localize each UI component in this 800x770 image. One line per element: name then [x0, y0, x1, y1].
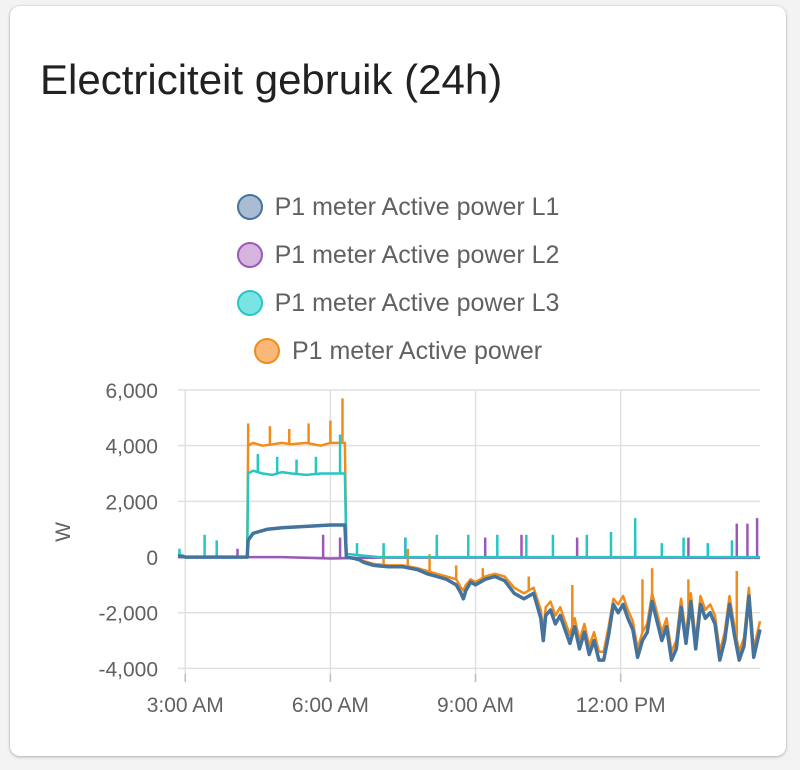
legend-item-l1[interactable]: P1 meter Active power L1 — [10, 183, 786, 231]
legend-label-l3: P1 meter Active power L3 — [274, 288, 560, 317]
x-tick-label: 9:00 AM — [437, 694, 514, 717]
legend-swatch-l1 — [236, 194, 263, 220]
y-axis-title: W — [52, 522, 75, 542]
power-chart: 6,000 4,000 2,000 0 -2,000 -4,000 3:00 AM 6:00 … — [52, 380, 762, 717]
legend-item-total[interactable]: P1 meter Active power — [10, 327, 786, 375]
legend-label-total: P1 meter Active power — [291, 336, 543, 365]
x-tick-label: 3:00 AM — [147, 694, 224, 717]
y-tick-label: 0 — [146, 547, 158, 570]
x-tick-label: 12:00 PM — [576, 694, 666, 717]
y-tick-label: -2,000 — [98, 603, 158, 626]
legend-swatch-l3 — [236, 290, 263, 316]
chart-legend: P1 meter Active power L1 P1 meter Active… — [10, 183, 786, 375]
y-tick-label: 2,000 — [105, 491, 158, 514]
y-tick-label: 4,000 — [105, 436, 158, 459]
card-title: Electriciteit gebruik (24h) — [40, 56, 503, 103]
legend-swatch-l2 — [236, 242, 263, 268]
chart-card: Electriciteit gebruik (24h) P1 meter Act… — [10, 6, 786, 756]
legend-label-l1: P1 meter Active power L1 — [274, 192, 560, 221]
legend-item-l3[interactable]: P1 meter Active power L3 — [10, 279, 786, 327]
y-tick-label: 6,000 — [105, 380, 158, 403]
legend-label-l2: P1 meter Active power L2 — [274, 240, 560, 269]
legend-item-l2[interactable]: P1 meter Active power L2 — [10, 231, 786, 279]
series-line-0 — [177, 523, 762, 662]
x-tick-label: 6:00 AM — [292, 694, 369, 717]
legend-swatch-total — [253, 338, 280, 364]
y-tick-label: -4,000 — [98, 658, 158, 681]
